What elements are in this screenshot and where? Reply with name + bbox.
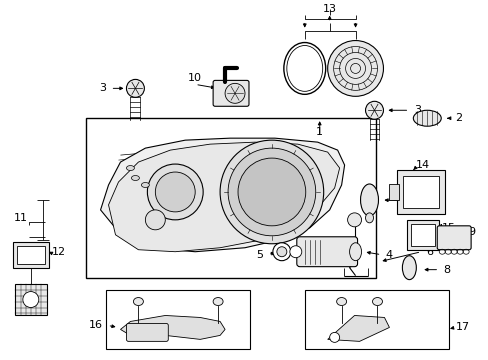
Bar (403, 176, 438, 208)
Bar (304, 289, 448, 349)
Ellipse shape (126, 166, 134, 171)
Ellipse shape (133, 298, 143, 306)
Bar (388, 184, 399, 200)
Circle shape (147, 164, 203, 220)
Ellipse shape (286, 45, 322, 91)
Circle shape (23, 292, 39, 307)
FancyBboxPatch shape (213, 80, 248, 106)
Ellipse shape (349, 243, 361, 261)
Text: 12: 12 (52, 247, 66, 257)
Polygon shape (101, 138, 344, 252)
Circle shape (365, 101, 383, 119)
Bar (17, 246, 45, 264)
Circle shape (347, 213, 361, 227)
Text: 14: 14 (415, 160, 429, 170)
Circle shape (220, 140, 323, 244)
Bar (407, 220, 438, 250)
Ellipse shape (141, 183, 149, 188)
Text: 13: 13 (322, 4, 336, 14)
Bar (397, 170, 444, 214)
Ellipse shape (402, 256, 415, 280)
Circle shape (145, 210, 165, 230)
Ellipse shape (336, 298, 346, 306)
Bar (105, 289, 249, 349)
Text: 16: 16 (88, 320, 102, 330)
Text: 4: 4 (385, 250, 392, 260)
Bar (410, 224, 434, 246)
Text: 10: 10 (188, 73, 202, 84)
Ellipse shape (283, 42, 325, 94)
Circle shape (155, 172, 195, 212)
Text: 2: 2 (455, 113, 462, 123)
Ellipse shape (131, 176, 139, 180)
Circle shape (126, 80, 144, 97)
Circle shape (329, 332, 339, 342)
Text: 3: 3 (99, 84, 106, 93)
Circle shape (327, 41, 383, 96)
Text: 17: 17 (455, 323, 469, 332)
Circle shape (289, 246, 301, 258)
Ellipse shape (412, 110, 440, 126)
Ellipse shape (360, 184, 378, 216)
FancyBboxPatch shape (126, 323, 168, 341)
Circle shape (238, 158, 305, 226)
Bar (13, 242, 49, 268)
Text: 1: 1 (316, 127, 323, 137)
Text: 3: 3 (413, 105, 420, 115)
Ellipse shape (372, 298, 382, 306)
Polygon shape (327, 315, 388, 341)
FancyBboxPatch shape (436, 226, 470, 250)
Text: 9: 9 (468, 227, 475, 237)
Circle shape (227, 148, 315, 236)
Text: 7: 7 (435, 197, 442, 207)
Ellipse shape (365, 213, 373, 223)
Polygon shape (120, 315, 224, 339)
Circle shape (272, 243, 290, 261)
FancyBboxPatch shape (296, 237, 357, 267)
Text: 5: 5 (256, 250, 263, 260)
Ellipse shape (213, 298, 223, 306)
Polygon shape (108, 142, 339, 252)
Text: 15: 15 (441, 223, 455, 233)
Bar (85, 118, 376, 278)
Text: 11: 11 (14, 213, 28, 223)
Text: 8: 8 (443, 265, 450, 275)
Circle shape (276, 247, 286, 257)
Text: 6: 6 (425, 247, 432, 257)
Bar (15, 284, 47, 315)
Circle shape (224, 84, 244, 103)
